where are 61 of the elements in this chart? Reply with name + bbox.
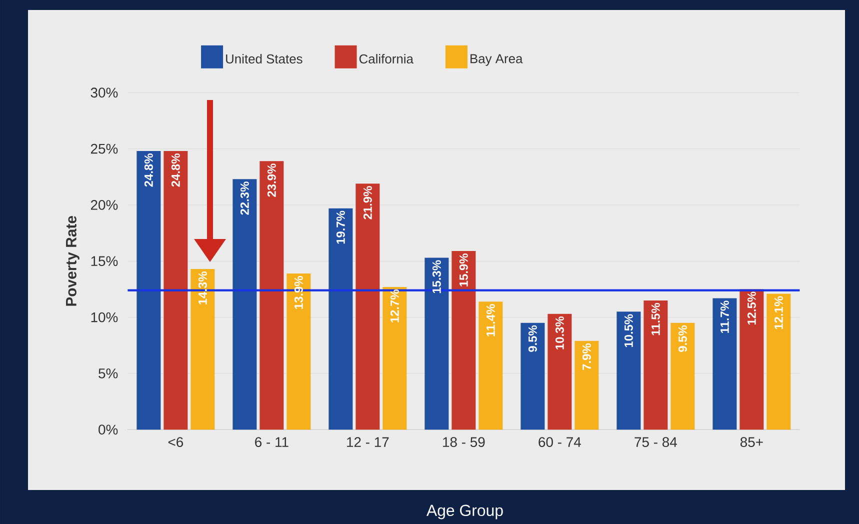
bar: [574, 340, 599, 430]
data-label: 9.5%: [678, 325, 687, 352]
data-label: 7.9%: [582, 343, 591, 370]
y-tick-label: 20%: [90, 200, 118, 210]
bar: [548, 314, 572, 430]
x-tick-label: 12 - 17: [347, 437, 389, 447]
bar: [190, 268, 215, 430]
x-tick-label: <6: [168, 437, 184, 448]
x-tick-label: 18 - 59: [443, 437, 485, 448]
y-tick-label: 30%: [90, 88, 118, 98]
x-tick-label: 85+: [740, 437, 763, 448]
y-axis-title: Poverty Rate: [66, 216, 80, 306]
bar: [260, 161, 284, 430]
data-label: 24.8%: [144, 154, 153, 187]
data-label: 15.3%: [432, 260, 441, 294]
data-label: 12.7%: [390, 289, 399, 322]
data-label: 12.5%: [747, 292, 756, 325]
legend-label: Bay Area: [470, 54, 523, 66]
data-label: 19.7%: [336, 210, 345, 244]
bar: [286, 273, 311, 430]
data-label: 23.9%: [267, 164, 276, 197]
bar: [478, 302, 503, 430]
bar: [328, 208, 353, 430]
bar: [356, 184, 380, 430]
data-label: 10.5%: [624, 314, 633, 348]
data-label: 13.9%: [294, 276, 303, 309]
data-label: 15.9%: [459, 254, 468, 286]
data-label: 9.5%: [528, 325, 537, 352]
bar: [136, 151, 161, 430]
data-label: 11.5%: [651, 302, 660, 336]
data-label: 21.9%: [363, 186, 372, 220]
x-tick-label: 75 - 84: [634, 437, 677, 448]
bar: [520, 322, 545, 430]
bar: [644, 300, 668, 430]
bar: [232, 179, 257, 430]
bar: [670, 322, 695, 430]
x-tick-label: 60 - 74: [538, 437, 581, 448]
y-tick-label: 0%: [98, 424, 118, 435]
bar: [452, 251, 476, 430]
data-label: 10.3%: [555, 316, 564, 350]
y-tick-label: 15%: [91, 256, 118, 266]
legend-label: United States: [226, 54, 302, 64]
data-label: 14.3%: [198, 272, 207, 304]
bar: [164, 151, 188, 430]
bar: [712, 298, 737, 430]
data-label: 11.7%: [720, 300, 729, 333]
x-axis-title: Age Group: [426, 504, 503, 520]
bar: [424, 258, 449, 430]
y-tick-label: 10%: [91, 312, 118, 322]
x-tick-label: 6 - 11: [255, 437, 288, 448]
bar: [382, 286, 407, 430]
y-tick-label: 5%: [98, 368, 118, 378]
legend-label: California: [359, 54, 414, 64]
y-tick-label: 25%: [90, 144, 118, 154]
bar: [740, 289, 764, 430]
data-label: 24.8%: [171, 154, 180, 187]
bar: [616, 312, 641, 430]
data-label: 11.4%: [486, 304, 495, 336]
data-label: 22.3%: [240, 182, 249, 215]
bar: [766, 294, 791, 430]
data-label: 12.1%: [774, 296, 783, 330]
